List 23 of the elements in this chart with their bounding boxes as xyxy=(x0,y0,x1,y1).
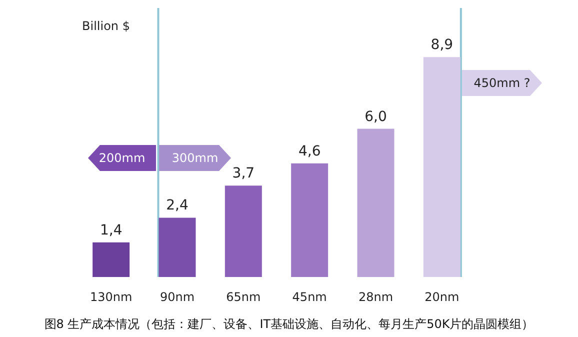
bar xyxy=(291,163,328,277)
bar xyxy=(158,218,196,277)
bar xyxy=(224,186,262,277)
data-label: 2,4 xyxy=(166,198,188,214)
data-label: 3,7 xyxy=(232,166,255,182)
data-label: 8,9 xyxy=(430,37,454,54)
x-tick-label: 28nm xyxy=(358,290,394,304)
x-tick-label: 65nm xyxy=(226,290,261,304)
bar xyxy=(92,242,130,277)
x-tick-label: 130nm xyxy=(90,290,132,304)
bar xyxy=(423,57,460,277)
bar xyxy=(357,128,394,277)
arrow-sign: 200mm xyxy=(88,145,156,171)
data-label: 1,4 xyxy=(100,222,122,238)
data-label: 6,0 xyxy=(364,108,387,125)
x-tick-label: 90nm xyxy=(160,290,195,304)
text: 图8 生产成本情况（包括：建厂、设备、IT基础设施、自动化、每月生产50K片的晶圆模组） xyxy=(44,317,534,331)
x-tick-label: 20nm xyxy=(424,290,460,304)
data-label: 4,6 xyxy=(298,143,321,160)
arrow-sign: 450mm ? xyxy=(462,70,542,96)
arrow-sign: 300mm xyxy=(159,145,231,171)
y-axis-title: Billion $ xyxy=(82,19,130,33)
x-tick-label: 45nm xyxy=(292,290,327,304)
